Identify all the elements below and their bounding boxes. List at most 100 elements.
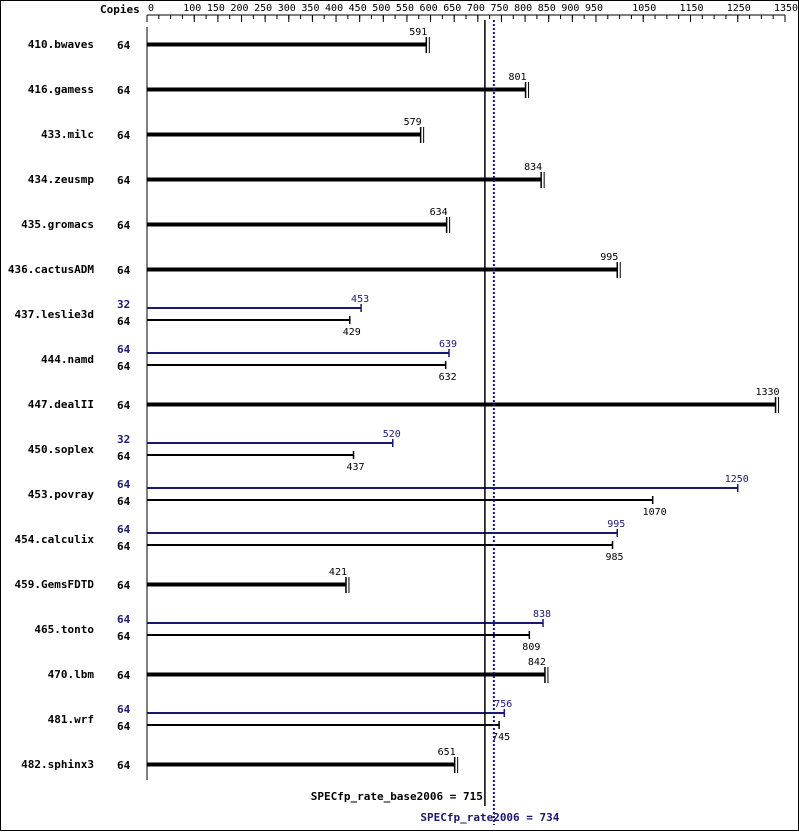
base-bar	[147, 132, 421, 137]
base-value-label: 1070	[643, 507, 667, 518]
peak-value-label: 838	[533, 609, 551, 620]
x-tick-label: 100	[183, 3, 201, 14]
base-copies-label: 64	[117, 540, 131, 553]
benchmark-label: 453.povray	[28, 488, 95, 501]
x-tick-label: 1250	[727, 3, 751, 14]
peak-value-label: 639	[439, 339, 457, 350]
base-copies-label: 64	[117, 720, 131, 733]
peak-copies-label: 32	[117, 433, 130, 446]
base-value-label: 429	[343, 327, 361, 338]
base-value-label: 437	[346, 462, 364, 473]
base-value-label: 651	[438, 747, 456, 758]
peak-value-label: 756	[494, 699, 512, 710]
x-tick-label: 300	[278, 3, 296, 14]
base-bar	[147, 402, 776, 407]
x-tick-label: 1150	[679, 3, 703, 14]
x-tick-label: 650	[443, 3, 461, 14]
peak-copies-label: 64	[117, 703, 131, 716]
base-value-label: 591	[409, 27, 427, 38]
peak-value-label: 520	[383, 429, 401, 440]
base-value-label: 985	[605, 552, 623, 563]
copies-label: 64	[117, 669, 131, 682]
base-value-label: 579	[404, 117, 422, 128]
base-reference-label: SPECfp_rate_base2006 = 715	[311, 790, 483, 803]
base-copies-label: 64	[117, 495, 131, 508]
peak-value-label: 995	[607, 519, 625, 530]
copies-label: 64	[117, 759, 131, 772]
copies-label: 64	[117, 174, 131, 187]
base-bar	[147, 222, 447, 227]
base-bar	[147, 672, 545, 677]
x-tick-label: 400	[325, 3, 343, 14]
benchmark-label: 450.soplex	[28, 443, 95, 456]
copies-label: 64	[117, 39, 131, 52]
x-tick-label: 200	[231, 3, 249, 14]
x-tick-label: 450	[349, 3, 367, 14]
copies-header: Copies	[100, 3, 140, 16]
x-tick-label: 350	[301, 3, 319, 14]
benchmark-label: 454.calculix	[15, 533, 95, 546]
base-value-label: 995	[600, 252, 618, 263]
peak-reference-label: SPECfp_rate2006 = 734	[420, 811, 559, 824]
x-tick-label: 150	[207, 3, 225, 14]
peak-copies-label: 64	[117, 613, 131, 626]
benchmark-label: 435.gromacs	[21, 218, 94, 231]
x-tick-label: 900	[561, 3, 579, 14]
x-tick-label: 500	[372, 3, 390, 14]
benchmark-label: 465.tonto	[34, 623, 94, 636]
x-tick-label: 800	[514, 3, 532, 14]
base-value-label: 801	[509, 72, 527, 83]
benchmark-label: 410.bwaves	[28, 38, 94, 51]
x-tick-label: 250	[254, 3, 272, 14]
base-value-label: 745	[492, 732, 510, 743]
x-tick-label: 600	[420, 3, 438, 14]
benchmark-label: 436.cactusADM	[8, 263, 94, 276]
benchmark-label: 481.wrf	[48, 713, 94, 726]
peak-value-label: 453	[351, 294, 369, 305]
base-copies-label: 64	[117, 360, 131, 373]
x-tick-label: 750	[490, 3, 508, 14]
copies-label: 64	[117, 579, 131, 592]
base-copies-label: 64	[117, 630, 131, 643]
base-bar	[147, 177, 542, 182]
x-tick-label: 850	[538, 3, 556, 14]
base-copies-label: 64	[117, 315, 131, 328]
base-bar	[147, 267, 618, 272]
base-bar	[147, 42, 427, 47]
base-bar	[147, 762, 455, 767]
benchmark-label: 437.leslie3d	[15, 308, 94, 321]
peak-copies-label: 32	[117, 298, 130, 311]
x-tick-label: 0	[148, 3, 154, 14]
copies-label: 64	[117, 129, 131, 142]
x-tick-label: 550	[396, 3, 414, 14]
benchmark-label: 447.dealII	[28, 398, 94, 411]
base-value-label: 809	[522, 642, 540, 653]
peak-copies-label: 64	[117, 343, 131, 356]
copies-label: 64	[117, 264, 131, 277]
x-tick-label: 1350	[774, 3, 798, 14]
benchmark-label: 482.sphinx3	[21, 758, 94, 771]
base-value-label: 421	[329, 567, 347, 578]
copies-label: 64	[117, 219, 131, 232]
benchmark-label: 444.namd	[41, 353, 94, 366]
base-bar	[147, 87, 526, 92]
benchmark-label: 459.GemsFDTD	[15, 578, 95, 591]
peak-copies-label: 64	[117, 523, 131, 536]
benchmark-label: 416.gamess	[28, 83, 94, 96]
benchmark-label: 434.zeusmp	[28, 173, 95, 186]
benchmark-label: 470.lbm	[48, 668, 95, 681]
x-tick-label: 1050	[632, 3, 656, 14]
x-tick-label: 950	[585, 3, 603, 14]
base-value-label: 1330	[756, 387, 780, 398]
benchmark-label: 433.milc	[41, 128, 94, 141]
peak-copies-label: 64	[117, 478, 131, 491]
base-value-label: 634	[430, 207, 448, 218]
base-value-label: 632	[439, 372, 457, 383]
base-copies-label: 64	[117, 450, 131, 463]
base-value-label: 842	[528, 657, 546, 668]
base-value-label: 834	[524, 162, 542, 173]
copies-label: 64	[117, 84, 131, 97]
peak-value-label: 1250	[725, 474, 749, 485]
